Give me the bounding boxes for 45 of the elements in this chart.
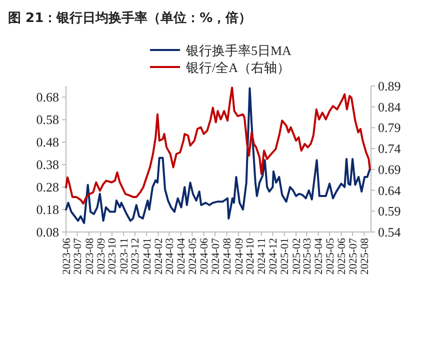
x-tick-label: 2025-02 xyxy=(290,238,303,275)
x-tick-label: 2024-11 xyxy=(256,238,268,274)
x-tick-label: 2023-08 xyxy=(84,238,96,275)
y2-tick-label: 0.54 xyxy=(378,224,402,240)
x-tick-label: 2023-09 xyxy=(95,238,108,275)
x-tick-label: 2024-03 xyxy=(164,238,176,275)
x-tick-label: 2024-07 xyxy=(210,238,222,275)
x-tick-label: 2023-12 xyxy=(130,238,142,275)
x-tick-label: 2023-10 xyxy=(106,238,119,275)
x-tick-label: 2025-08 xyxy=(359,238,372,275)
x-tick-label: 2024-01 xyxy=(141,238,154,275)
x-tick-label: 2025-05 xyxy=(324,238,336,275)
y-tick-label: 0.38 xyxy=(36,157,59,172)
chart-title: 图 21：银行日均换手率（单位：%，倍） xyxy=(8,10,252,26)
y2-tick-label: 0.74 xyxy=(378,141,402,156)
x-tick-label: 2024-12 xyxy=(268,238,280,275)
x-tick-label: 2025-01 xyxy=(279,238,292,275)
y2-tick-label: 0.89 xyxy=(378,78,401,94)
y-tick-label: 0.28 xyxy=(36,180,59,195)
x-tick-label: 2024-06 xyxy=(198,238,211,275)
y-tick-label: 0.58 xyxy=(36,112,59,128)
y-tick-label: 0.68 xyxy=(36,90,59,105)
y-tick-label: 0.18 xyxy=(36,202,59,218)
x-tick-label: 2024-04 xyxy=(176,238,188,275)
legend-label: 银行/全A（右轴） xyxy=(185,60,290,75)
x-tick-label: 2023-07 xyxy=(72,238,84,275)
x-tick-label: 2025-04 xyxy=(313,238,326,275)
x-tick-label: 2024-08 xyxy=(222,238,234,275)
x-tick-label: 2024-09 xyxy=(233,238,246,275)
y2-tick-label: 0.69 xyxy=(378,162,401,177)
legend-label: 银行换手率5日MA xyxy=(185,43,292,58)
x-tick-label: 2023-06 xyxy=(60,238,73,275)
x-tick-label: 2024-05 xyxy=(186,238,199,275)
x-tick-label: 2025-03 xyxy=(301,238,314,275)
y-tick-label: 0.48 xyxy=(36,134,59,150)
y2-tick-label: 0.79 xyxy=(378,120,401,136)
y2-tick-label: 0.84 xyxy=(378,99,402,114)
x-tick-label: 2024-10 xyxy=(244,238,257,275)
x-tick-label: 2025-07 xyxy=(347,238,360,275)
y2-tick-label: 0.59 xyxy=(378,204,401,219)
x-tick-label: 2024-02 xyxy=(153,238,166,275)
y2-tick-label: 0.64 xyxy=(378,182,402,198)
x-tick-label: 2025-06 xyxy=(336,238,348,275)
x-tick-label: 2023-11 xyxy=(118,238,130,274)
y-tick-label: 0.08 xyxy=(36,224,59,240)
